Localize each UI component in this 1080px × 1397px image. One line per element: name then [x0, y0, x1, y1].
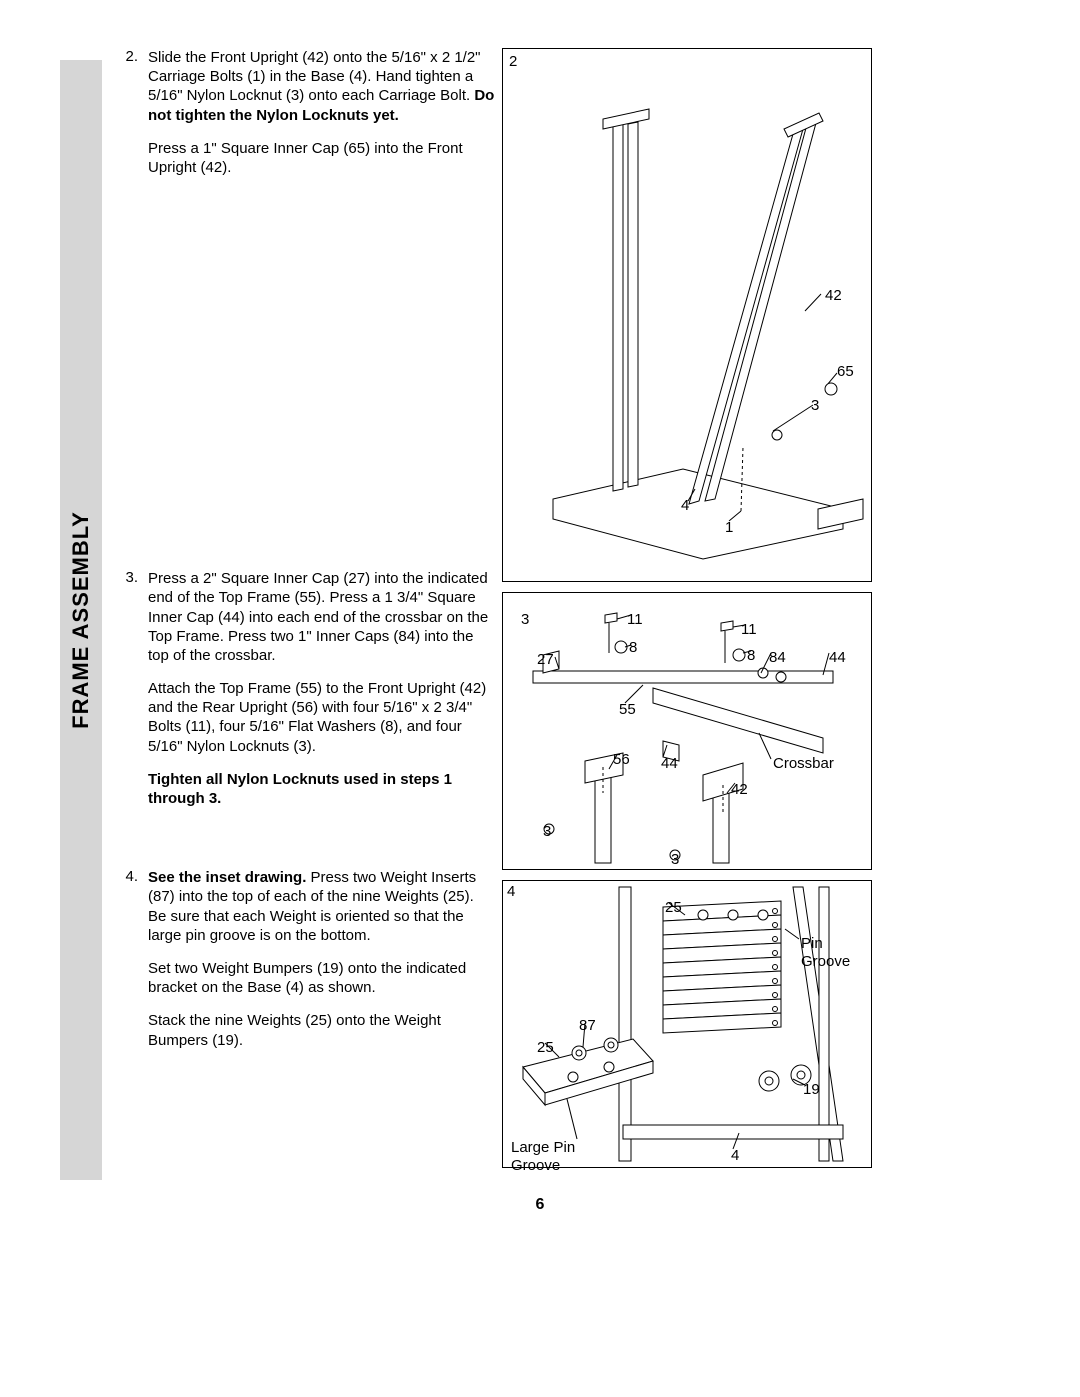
step-paragraph: Slide the Front Upright (42) onto the 5/…: [148, 48, 495, 125]
step-paragraph: Stack the nine Weights (25) onto the Wei…: [148, 1011, 495, 1049]
step-number: 2.: [120, 48, 148, 191]
callout-label: Pin: [801, 935, 823, 952]
step-body: See the inset drawing. Press two Weight …: [148, 868, 495, 1064]
figure-4: 425PinGroove872519Large PinGroove4: [502, 880, 872, 1168]
instruction-step: 4.See the inset drawing. Press two Weigh…: [120, 868, 495, 1064]
callout-label: 84: [769, 649, 786, 666]
callout-label: 27: [537, 651, 554, 668]
callout-label: 3: [671, 851, 679, 868]
callout-label: 19: [803, 1081, 820, 1098]
callout-label: 44: [661, 755, 678, 772]
step-body: Press a 2" Square Inner Cap (27) into th…: [148, 569, 495, 822]
callout-label: Large Pin: [511, 1139, 575, 1156]
step-paragraph: Press a 1" Square Inner Cap (65) into th…: [148, 139, 495, 177]
callout-label: 11: [741, 621, 757, 638]
callout-label: 4: [681, 497, 689, 514]
instructions-column: 2.Slide the Front Upright (42) onto the …: [120, 48, 495, 1082]
step-number: 3.: [120, 569, 148, 822]
callout-label: 56: [613, 751, 630, 768]
callout-label: 4: [507, 883, 515, 900]
callout-label: Groove: [801, 953, 850, 970]
section-title: FRAME ASSEMBLY: [68, 511, 94, 729]
callout-label: 8: [747, 647, 755, 664]
page-content: 2.Slide the Front Upright (42) onto the …: [120, 48, 1000, 1168]
callout-label: 87: [579, 1017, 596, 1034]
step-number: 4.: [120, 868, 148, 1064]
callout-label: 1: [725, 519, 733, 536]
step-paragraph: Tighten all Nylon Locknuts used in steps…: [148, 770, 495, 808]
callout-label: 4: [731, 1147, 739, 1164]
callout-label: 44: [829, 649, 846, 666]
callout-label: 42: [731, 781, 748, 798]
callout-label: Groove: [511, 1157, 560, 1174]
step-paragraph: Attach the Top Frame (55) to the Front U…: [148, 679, 495, 756]
step-body: Slide the Front Upright (42) onto the 5/…: [148, 48, 495, 191]
instruction-step: 2.Slide the Front Upright (42) onto the …: [120, 48, 495, 191]
callout-label: 42: [825, 287, 842, 304]
section-sidebar: FRAME ASSEMBLY: [60, 60, 102, 1180]
callout-label: 8: [629, 639, 637, 656]
figure-2: 2 42 65 3 4 1: [502, 48, 872, 582]
figure-number: 2: [509, 53, 517, 70]
page-number: 6: [0, 1196, 1080, 1214]
step-paragraph: See the inset drawing. Press two Weight …: [148, 868, 495, 945]
step-paragraph: Press a 2" Square Inner Cap (27) into th…: [148, 569, 495, 665]
callout-label: 11: [627, 611, 643, 628]
callout-label: 3: [543, 823, 551, 840]
callout-label: 3: [811, 397, 819, 414]
callout-label: 65: [837, 363, 854, 380]
callout-label: 3: [521, 611, 529, 628]
figure-3: 3 11 11 27 8 8 84 44 55 56 44 42 Crossbar 3 3: [502, 592, 872, 870]
callout-label: 25: [665, 899, 682, 916]
step-paragraph: Set two Weight Bumpers (19) onto the ind…: [148, 959, 495, 997]
manual-page: FRAME ASSEMBLY 2.Slide the Front Upright…: [0, 0, 1080, 1397]
callout-label: 25: [537, 1039, 554, 1056]
callout-label: 55: [619, 701, 636, 718]
instruction-step: 3.Press a 2" Square Inner Cap (27) into …: [120, 569, 495, 822]
callout-label: Crossbar: [773, 755, 834, 772]
